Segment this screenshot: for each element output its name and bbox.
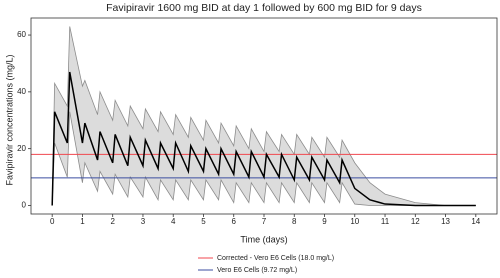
x-tick-label: 8	[292, 217, 297, 226]
x-tick-label: 11	[381, 217, 390, 226]
x-tick-label: 0	[50, 217, 55, 226]
x-tick-label: 14	[471, 217, 480, 226]
chart-title: Favipiravir 1600 mg BID at day 1 followe…	[106, 2, 422, 14]
x-tick-label: 7	[262, 217, 267, 226]
x-tick-label: 1	[80, 217, 85, 226]
plot-border	[30, 17, 498, 215]
y-tick-label: 60	[17, 30, 26, 39]
y-axis-label: Favipiravir concentrations (mg/L)	[4, 54, 14, 185]
x-tick-label: 9	[322, 217, 327, 226]
x-tick-label: 12	[411, 217, 420, 226]
y-tick-label: 20	[17, 144, 26, 153]
median-line	[51, 71, 476, 207]
x-tick-label: 4	[171, 217, 176, 226]
band-upper-line	[51, 26, 476, 206]
y-tick-label: 0	[22, 201, 27, 210]
x-tick-label: 13	[441, 217, 450, 226]
x-tick-label: 2	[110, 217, 115, 226]
band-lower-line	[51, 111, 476, 206]
x-tick-label: 6	[232, 217, 237, 226]
x-tick-label: 3	[141, 217, 146, 226]
y-tick-label: 40	[17, 87, 26, 96]
x-axis-label: Time (days)	[240, 234, 287, 244]
x-tick-label: 5	[201, 217, 206, 226]
legend-text: Vero E6 Cells (9.72 mg/L)	[217, 267, 297, 274]
legend-text: Corrected - Vero E6 Cells (18.0 mg/L)	[217, 255, 334, 262]
x-tick-label: 10	[350, 217, 359, 226]
